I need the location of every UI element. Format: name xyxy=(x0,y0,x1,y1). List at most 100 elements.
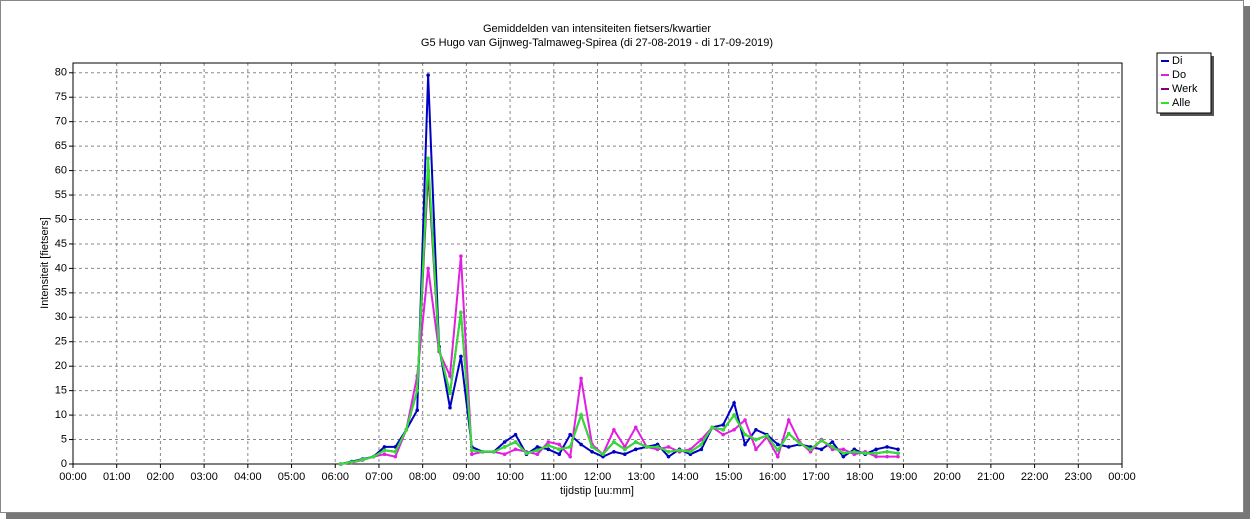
data-point xyxy=(535,452,540,457)
data-point xyxy=(459,310,463,315)
data-point xyxy=(535,448,540,453)
y-tick-label: 55 xyxy=(55,189,67,201)
data-point xyxy=(557,447,562,452)
x-tick-label: 16:00 xyxy=(759,471,787,483)
y-tick-label: 70 xyxy=(55,116,67,128)
data-point xyxy=(426,266,430,271)
data-point xyxy=(633,447,638,452)
data-point xyxy=(655,445,660,449)
data-point xyxy=(360,457,365,462)
data-point xyxy=(338,462,343,466)
data-point xyxy=(502,445,507,449)
data-point xyxy=(666,454,671,459)
data-point xyxy=(808,447,813,452)
y-tick-label: 10 xyxy=(55,409,67,421)
data-point xyxy=(786,418,791,422)
data-point xyxy=(404,427,409,432)
data-point xyxy=(699,437,704,442)
data-point xyxy=(841,447,846,452)
data-point xyxy=(743,442,747,447)
x-tick-label: 05:00 xyxy=(278,471,306,483)
data-point xyxy=(633,440,638,444)
data-point xyxy=(819,447,824,452)
data-point xyxy=(502,440,507,444)
data-point xyxy=(568,432,572,437)
data-line xyxy=(340,158,899,465)
data-point xyxy=(633,425,638,430)
data-point xyxy=(754,447,758,452)
y-tick-label: 80 xyxy=(55,67,67,79)
y-tick-label: 30 xyxy=(55,311,67,323)
data-point xyxy=(491,449,496,454)
data-point xyxy=(623,452,627,457)
data-point xyxy=(612,449,616,454)
y-tick-label: 20 xyxy=(55,360,67,372)
y-tick-label: 15 xyxy=(55,385,67,397)
x-tick-label: 19:00 xyxy=(890,471,918,483)
shadow xyxy=(6,513,1250,519)
data-point xyxy=(721,427,725,432)
data-point xyxy=(448,405,452,410)
data-point xyxy=(754,427,758,432)
data-point xyxy=(524,451,529,456)
x-tick-label: 09:00 xyxy=(453,471,481,483)
data-point xyxy=(841,454,846,459)
chart-subtitle: G5 Hugo van Gijnweg-Talmaweg-Spirea (di … xyxy=(421,37,773,49)
data-point xyxy=(721,432,725,437)
x-tick-label: 13:00 xyxy=(627,471,655,483)
y-tick-label: 5 xyxy=(61,433,67,445)
data-point xyxy=(612,440,616,444)
data-point xyxy=(765,433,769,438)
data-point xyxy=(710,425,715,430)
data-point xyxy=(513,432,518,437)
data-point xyxy=(382,445,387,449)
data-point xyxy=(415,388,420,393)
y-tick-label: 0 xyxy=(61,458,67,470)
data-point xyxy=(797,441,802,446)
data-point xyxy=(732,401,736,405)
data-point xyxy=(382,452,387,457)
data-point xyxy=(688,449,693,454)
x-tick-label: 12:00 xyxy=(584,471,612,483)
data-point xyxy=(546,443,551,448)
x-tick-label: 10:00 xyxy=(496,471,524,483)
data-point xyxy=(885,449,889,454)
data-point xyxy=(393,449,398,454)
x-axis-label: tijdstip [uu:mm] xyxy=(560,485,634,497)
data-point xyxy=(721,423,725,427)
data-point xyxy=(819,438,824,443)
data-point xyxy=(371,454,376,459)
data-point xyxy=(557,452,562,457)
x-tick-label: 23:00 xyxy=(1065,471,1093,483)
data-point xyxy=(590,445,594,449)
data-point xyxy=(459,254,463,258)
data-point xyxy=(426,73,430,78)
data-point xyxy=(841,451,846,456)
x-tick-label: 06:00 xyxy=(321,471,349,483)
x-tick-label: 21:00 xyxy=(977,471,1005,483)
data-point xyxy=(470,452,474,457)
data-point xyxy=(754,437,758,442)
legend-label: Di xyxy=(1172,55,1182,67)
y-tick-label: 25 xyxy=(55,336,67,348)
data-point xyxy=(546,440,551,444)
data-point xyxy=(513,440,518,444)
data-point xyxy=(732,413,736,417)
y-tick-label: 50 xyxy=(55,213,67,225)
data-point xyxy=(732,427,736,432)
data-point xyxy=(666,449,671,454)
x-tick-label: 17:00 xyxy=(802,471,830,483)
data-point xyxy=(743,432,747,437)
data-point xyxy=(743,418,747,422)
data-point xyxy=(612,427,616,432)
data-point xyxy=(896,447,900,452)
legend-label: Do xyxy=(1172,69,1186,81)
x-tick-label: 22:00 xyxy=(1021,471,1049,483)
data-point xyxy=(786,431,791,436)
data-point xyxy=(513,447,518,452)
data-point xyxy=(874,451,878,456)
data-point xyxy=(568,445,572,449)
data-point xyxy=(775,454,780,459)
legend-label: Werk xyxy=(1172,83,1198,95)
data-point xyxy=(448,391,452,395)
